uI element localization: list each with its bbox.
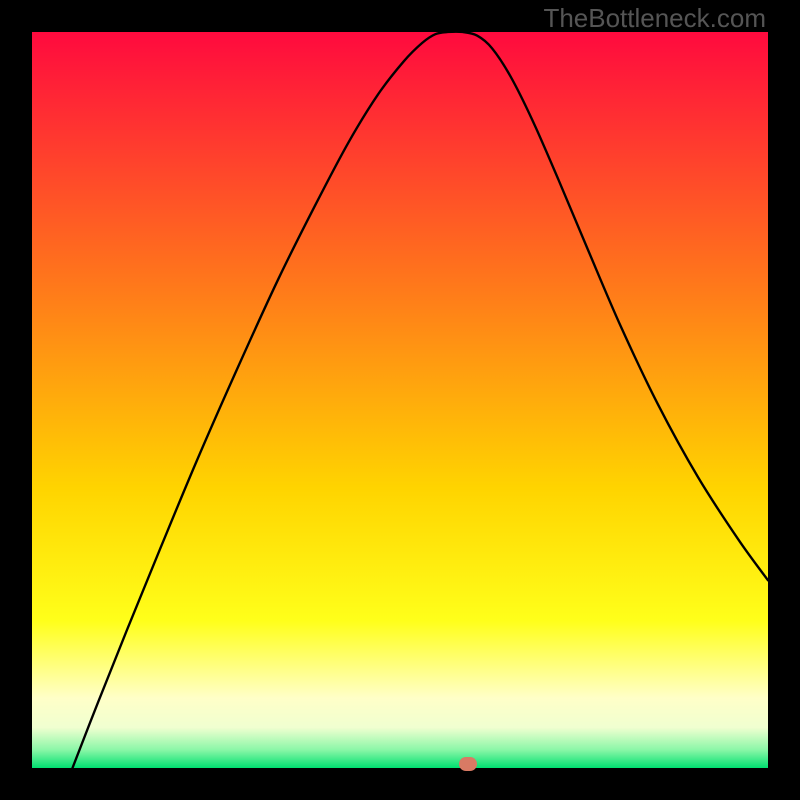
- bottleneck-curve: [32, 32, 768, 768]
- optimum-marker-icon: [459, 757, 477, 771]
- curve-path: [72, 32, 768, 768]
- watermark-text: TheBottleneck.com: [543, 3, 766, 34]
- plot-area: [32, 32, 768, 768]
- chart-frame: TheBottleneck.com: [0, 0, 800, 800]
